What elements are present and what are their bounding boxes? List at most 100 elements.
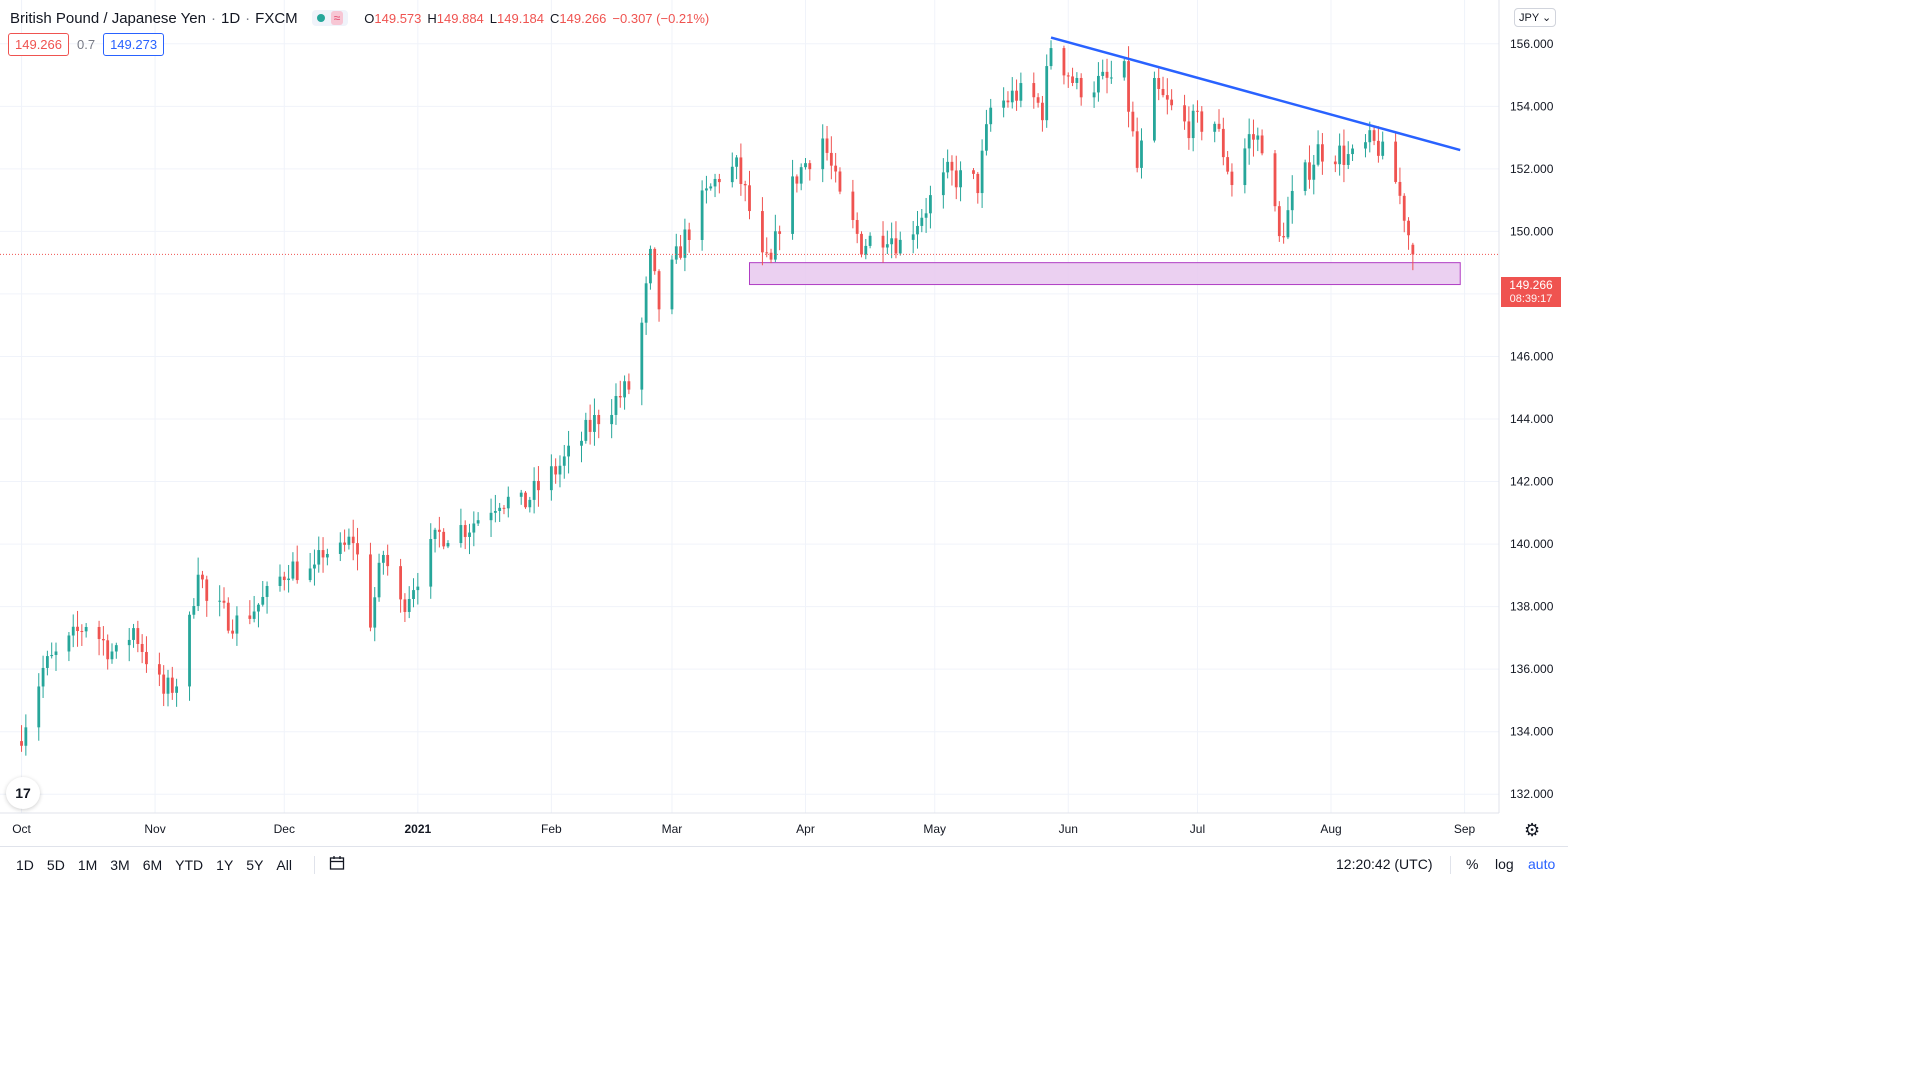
candle xyxy=(1273,149,1277,212)
candle xyxy=(580,431,583,463)
candle xyxy=(773,214,777,263)
candle xyxy=(282,571,286,591)
candle xyxy=(157,652,161,687)
candle xyxy=(980,139,984,208)
candle-body xyxy=(1221,128,1225,158)
candle-body xyxy=(1342,145,1346,165)
symbol-header: British Pound / Japanese Yen · 1D · FXCM… xyxy=(10,8,709,28)
candle xyxy=(106,634,110,670)
range-1y[interactable]: 1Y xyxy=(216,857,234,873)
candle-body xyxy=(761,211,764,253)
candle-body xyxy=(201,574,204,580)
spread-value: 0.7 xyxy=(77,37,96,52)
candle xyxy=(175,678,179,707)
x-tick-label: May xyxy=(923,822,946,836)
candle xyxy=(554,458,558,484)
candle xyxy=(834,152,838,183)
candle-body xyxy=(829,152,833,166)
gear-icon[interactable]: ⚙ xyxy=(1524,820,1541,840)
buy-price-button[interactable]: 149.273 xyxy=(103,33,165,56)
candle-body xyxy=(1282,236,1286,238)
candle xyxy=(558,455,562,488)
price-chart[interactable]: 132.000 134.000 136.000 138.000 140.000 142.0… xyxy=(0,0,1568,846)
candle-body xyxy=(97,626,101,640)
candle xyxy=(377,553,381,602)
y-tick-label: 154.000 xyxy=(1510,99,1554,113)
candle-body xyxy=(1109,77,1113,79)
range-1m[interactable]: 1M xyxy=(77,857,98,873)
candle xyxy=(894,221,898,259)
symbol-name[interactable]: British Pound / Japanese Yen xyxy=(10,9,206,27)
range-6m[interactable]: 6M xyxy=(142,857,163,873)
candle-body xyxy=(1351,148,1354,155)
candle xyxy=(1153,71,1156,143)
candle xyxy=(941,158,945,209)
candle-body xyxy=(498,507,502,511)
candle xyxy=(338,532,342,562)
y-tick-label: 132.000 xyxy=(1510,787,1554,801)
candle-body xyxy=(623,381,626,398)
candle xyxy=(1333,155,1337,173)
candle-body xyxy=(808,163,812,170)
candle-body xyxy=(446,543,450,547)
candle-body xyxy=(519,492,523,497)
candle xyxy=(1140,128,1143,179)
range-3m[interactable]: 3M xyxy=(110,857,130,873)
x-tick-label: Apr xyxy=(796,822,815,836)
candle-body xyxy=(804,163,807,168)
candle xyxy=(1286,196,1290,240)
sell-price-button[interactable]: 149.266 xyxy=(8,33,69,56)
candle xyxy=(567,430,570,474)
ohlc-values: O149.573 H149.884 L149.184 C149.266 −0.3… xyxy=(364,11,709,26)
range-ytd[interactable]: YTD xyxy=(175,857,204,873)
candle xyxy=(1217,109,1221,132)
candle xyxy=(347,528,351,550)
candle-body xyxy=(166,677,170,694)
candle xyxy=(231,619,235,639)
auto-scale-toggle[interactable]: auto xyxy=(1528,856,1556,872)
range-5y[interactable]: 5Y xyxy=(246,857,264,873)
candle xyxy=(403,593,407,623)
candle-body xyxy=(136,628,140,644)
time-axis: Oct Nov Dec 2021 Feb Mar Apr May Jun Jul Aug Sep xyxy=(12,822,1475,836)
percent-scale-toggle[interactable]: % xyxy=(1466,856,1479,872)
candle-body xyxy=(670,259,674,310)
calendar-icon[interactable] xyxy=(329,855,345,875)
candle xyxy=(1230,163,1234,197)
candle-body xyxy=(860,233,863,255)
candle-body xyxy=(838,171,842,192)
candle-body xyxy=(265,585,269,597)
candle xyxy=(1312,154,1316,195)
range-5d[interactable]: 5D xyxy=(46,857,65,873)
candle xyxy=(1256,127,1260,152)
range-all[interactable]: All xyxy=(276,857,292,873)
candle xyxy=(145,636,148,673)
candle-body xyxy=(644,283,648,323)
candle xyxy=(196,557,200,612)
candle-body xyxy=(929,195,932,214)
candle-body xyxy=(584,419,588,441)
candle-body xyxy=(1066,75,1070,77)
candle-body xyxy=(1105,71,1109,78)
candle xyxy=(1066,72,1070,88)
interval-label[interactable]: 1D xyxy=(220,9,241,27)
log-scale-toggle[interactable]: log xyxy=(1495,856,1514,872)
candle xyxy=(248,600,252,625)
market-status[interactable]: ≈ xyxy=(311,10,349,26)
candle-body xyxy=(1140,140,1143,168)
range-1d[interactable]: 1D xyxy=(16,857,34,873)
candle xyxy=(45,650,49,676)
candle-body xyxy=(618,395,622,398)
tradingview-logo[interactable]: 17 xyxy=(6,777,40,809)
candle-body xyxy=(308,568,312,581)
currency-selector[interactable]: JPY ⌄ xyxy=(1514,8,1557,27)
candle-body xyxy=(705,188,708,191)
candle-body xyxy=(1135,131,1139,168)
exchange-label[interactable]: FXCM xyxy=(255,9,298,27)
utc-clock[interactable]: 12:20:42 (UTC) xyxy=(1336,856,1433,872)
candle-body xyxy=(41,667,45,687)
candle xyxy=(1045,54,1049,128)
candle xyxy=(356,527,359,571)
candle-body xyxy=(1346,154,1350,165)
x-tick-label: Jun xyxy=(1059,822,1078,836)
